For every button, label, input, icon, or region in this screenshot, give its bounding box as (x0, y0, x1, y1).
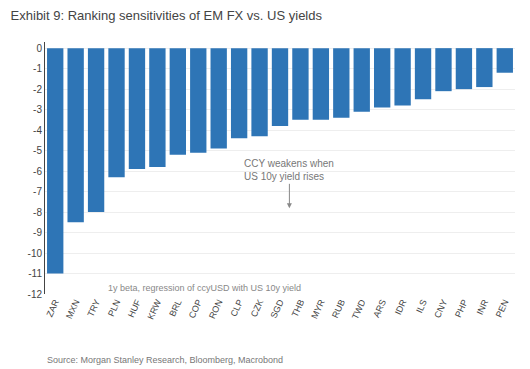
svg-text:-6: -6 (33, 166, 42, 177)
svg-text:ARS: ARS (371, 298, 388, 319)
svg-text:THB: THB (290, 298, 307, 319)
svg-text:TWD: TWD (350, 298, 368, 321)
svg-text:-3: -3 (33, 104, 42, 115)
svg-text:1y beta, regression of ccyUSD: 1y beta, regression of ccyUSD with US 10… (108, 283, 301, 293)
svg-text:-7: -7 (33, 186, 42, 197)
svg-text:0: 0 (36, 43, 42, 54)
svg-text:-2: -2 (33, 84, 42, 95)
svg-text:PEN: PEN (494, 298, 511, 319)
svg-text:TRY: TRY (85, 298, 102, 318)
svg-text:PHP: PHP (453, 298, 470, 319)
svg-text:ILS: ILS (414, 298, 429, 314)
svg-text:-1: -1 (33, 63, 42, 74)
svg-text:Source: Morgan Stanley Researc: Source: Morgan Stanley Research, Bloombe… (47, 355, 283, 365)
svg-text:RUB: RUB (330, 298, 347, 319)
svg-text:BRL: BRL (167, 298, 183, 318)
svg-text:IDR: IDR (393, 298, 409, 317)
svg-text:CCY weakens whenUS 10y yield r: CCY weakens whenUS 10y yield rises (244, 158, 334, 182)
svg-text:-4: -4 (33, 125, 42, 136)
svg-text:COP: COP (187, 298, 204, 320)
svg-text:CLP: CLP (229, 298, 245, 318)
svg-text:INR: INR (475, 298, 491, 317)
svg-text:RON: RON (207, 298, 225, 320)
svg-text:-10: -10 (28, 248, 43, 259)
svg-text:-8: -8 (33, 207, 42, 218)
svg-text:SGD: SGD (269, 298, 287, 320)
svg-text:KRW: KRW (145, 298, 163, 322)
svg-text:-11: -11 (28, 268, 42, 279)
svg-text:PLN: PLN (106, 298, 122, 318)
svg-text:-9: -9 (33, 227, 42, 238)
svg-text:-12: -12 (28, 289, 43, 300)
svg-text:Exhibit 9: Ranking sensitiviti: Exhibit 9: Ranking sensitivities of EM F… (11, 8, 323, 23)
svg-text:MYR: MYR (309, 298, 327, 321)
svg-text:-5: -5 (33, 145, 42, 156)
svg-text:MXN: MXN (64, 298, 82, 320)
svg-text:CZK: CZK (249, 298, 266, 319)
svg-text:HUF: HUF (126, 298, 143, 319)
svg-text:CNY: CNY (432, 298, 449, 319)
svg-text:ZAR: ZAR (44, 298, 61, 319)
